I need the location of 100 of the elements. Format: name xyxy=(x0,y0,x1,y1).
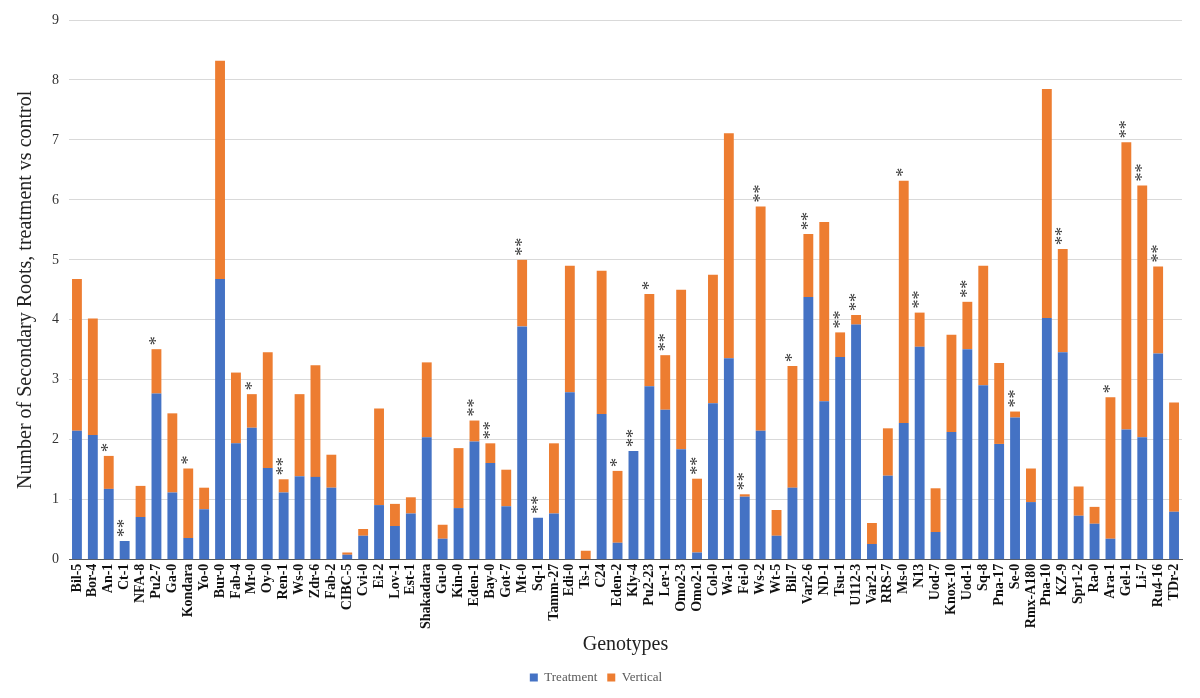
x-tick-label: Oy-0 xyxy=(259,563,275,594)
bar xyxy=(1010,411,1020,418)
bar xyxy=(135,485,146,518)
bar xyxy=(708,403,718,560)
bar xyxy=(739,494,750,497)
x-tick-label: Omo2-1 xyxy=(688,563,704,612)
x-tick-label: Bil-7 xyxy=(784,563,800,593)
x-tick-label: Est-1 xyxy=(402,563,418,595)
bar xyxy=(644,294,655,387)
y-tick-label: 4 xyxy=(52,311,59,327)
x-tick-label: Spr1-2 xyxy=(1070,563,1086,605)
legend-label: Vertical xyxy=(621,668,663,684)
x-tick-label: Pna-10 xyxy=(1038,563,1054,606)
annotation: ** xyxy=(623,429,644,448)
annotation: * xyxy=(1100,384,1121,394)
bar xyxy=(1169,511,1179,560)
bar xyxy=(644,386,655,560)
bar xyxy=(692,552,702,560)
bar xyxy=(708,274,718,404)
bar xyxy=(374,408,384,506)
bar xyxy=(867,523,877,545)
bar xyxy=(151,349,162,394)
annotation: ** xyxy=(734,472,755,491)
annotation: ** xyxy=(1131,163,1152,182)
x-tick-label: Ws-2 xyxy=(752,563,768,595)
x-tick-label: Col-0 xyxy=(704,563,720,597)
annotation: ** xyxy=(686,456,707,475)
x-tick-label: Gel-1 xyxy=(1117,563,1133,597)
bar xyxy=(405,513,416,560)
x-tick-label: RRS-7 xyxy=(879,563,895,604)
annotation: ** xyxy=(845,293,866,311)
bar xyxy=(549,513,559,560)
bar xyxy=(294,476,305,560)
x-tick-label: Ra-0 xyxy=(1086,563,1102,593)
x-tick-label: Rmx-A180 xyxy=(1022,563,1038,629)
x-tick-label: Tsu-1 xyxy=(831,563,847,597)
bar xyxy=(564,392,575,560)
bar xyxy=(199,487,210,510)
annotation: ** xyxy=(1004,389,1025,408)
bar xyxy=(819,401,830,560)
bar xyxy=(326,454,337,488)
y-tick-label: 6 xyxy=(52,191,59,207)
x-tick-label: Bay-0 xyxy=(481,563,497,599)
bar xyxy=(1153,266,1164,354)
bar xyxy=(914,312,925,347)
bar xyxy=(978,265,989,386)
annotation: ** xyxy=(273,457,294,476)
y-tick-label: 2 xyxy=(52,431,59,447)
bar xyxy=(310,476,321,560)
bar xyxy=(755,430,766,560)
bar xyxy=(978,385,989,560)
bar xyxy=(628,451,639,560)
bar xyxy=(374,505,384,560)
bar xyxy=(278,479,289,493)
bar xyxy=(485,443,496,464)
bar xyxy=(231,443,241,560)
x-tick-label: Var2-6 xyxy=(799,563,815,605)
bar xyxy=(151,393,162,560)
bar xyxy=(723,133,734,359)
bar xyxy=(501,506,512,560)
x-tick-label: Sq-1 xyxy=(529,563,545,591)
bar xyxy=(1169,402,1179,512)
bar xyxy=(310,365,321,477)
bar xyxy=(358,535,369,560)
bar xyxy=(882,475,893,560)
bar xyxy=(1010,417,1020,560)
x-tick-label: ND-1 xyxy=(815,563,831,596)
x-tick-label: Wt-5 xyxy=(768,563,784,594)
bar xyxy=(898,180,909,423)
legend-label: Treatment xyxy=(544,668,598,684)
x-tick-label: Ei-2 xyxy=(370,563,386,589)
x-tick-label: Omo2-3 xyxy=(672,563,688,612)
x-tick-label: Bor-4 xyxy=(84,563,100,598)
x-tick-label: Kly-4 xyxy=(625,563,641,598)
bar xyxy=(692,478,702,553)
bar xyxy=(596,270,607,414)
annotation: ** xyxy=(1116,120,1137,139)
x-tick-label: Uod-1 xyxy=(958,563,974,601)
y-tick-label: 0 xyxy=(52,551,59,567)
annotation: ** xyxy=(1052,227,1073,246)
x-tick-label: Shakadara xyxy=(418,563,434,629)
bar xyxy=(405,497,416,514)
bar xyxy=(1137,437,1148,560)
bar xyxy=(1041,318,1052,560)
x-axis-title: Genotypes xyxy=(582,632,669,656)
x-tick-label: Got-7 xyxy=(497,563,513,598)
bar xyxy=(278,492,289,560)
bar xyxy=(453,448,464,509)
annotation: ** xyxy=(464,398,485,417)
bar xyxy=(183,468,194,539)
x-tick-label: Ms-0 xyxy=(895,563,911,594)
bar xyxy=(262,352,273,468)
x-tick-label: Pna-17 xyxy=(990,563,1006,606)
bar xyxy=(676,449,687,560)
x-tick-label: Ren-1 xyxy=(275,563,291,600)
bar xyxy=(485,463,496,560)
bar xyxy=(946,334,957,432)
bar xyxy=(437,538,448,560)
bar xyxy=(167,413,178,493)
annotation: * xyxy=(177,455,198,465)
